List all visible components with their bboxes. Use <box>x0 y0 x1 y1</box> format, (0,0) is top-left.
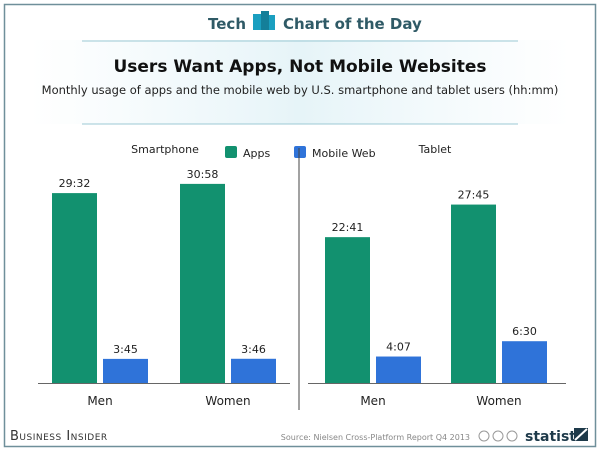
footer-publisher: Business Insider <box>10 429 108 444</box>
data-label: 6:30 <box>512 325 537 338</box>
header-tech: Tech <box>208 15 246 33</box>
data-label: 3:46 <box>241 343 266 356</box>
chart-of-day-icon <box>253 11 275 30</box>
bar-apps <box>451 204 496 383</box>
bar-mobile-web <box>502 341 547 383</box>
footer-brand: statista <box>525 429 585 445</box>
panel-title: Smartphone <box>131 143 199 156</box>
legend-swatch-apps <box>225 146 237 158</box>
category-label: Men <box>87 394 112 408</box>
data-label: 22:41 <box>332 221 364 234</box>
bar-apps <box>325 237 370 383</box>
bar-mobile-web <box>103 358 148 383</box>
legend-label-web: Mobile Web <box>312 147 376 160</box>
data-label: 29:32 <box>59 177 91 190</box>
data-label: 27:45 <box>458 189 490 202</box>
bar-mobile-web <box>376 356 421 383</box>
category-label: Men <box>360 394 385 408</box>
chart-subtitle: Monthly usage of apps and the mobile web… <box>42 83 559 97</box>
data-label: 30:58 <box>187 168 219 181</box>
creative-commons-icon <box>478 430 518 442</box>
bar-apps <box>52 193 97 383</box>
legend: Apps Mobile Web <box>225 146 376 160</box>
bar-apps <box>180 183 225 383</box>
category-label: Women <box>476 394 521 408</box>
header-chart-of-day: Chart of the Day <box>283 15 422 33</box>
category-label: Women <box>205 394 250 408</box>
bar-mobile-web <box>231 358 276 383</box>
panel-title: Tablet <box>418 143 452 156</box>
statista-logo-icon <box>574 428 588 441</box>
legend-swatch-web <box>294 146 306 158</box>
data-label: 3:45 <box>113 343 138 356</box>
legend-label-apps: Apps <box>243 147 270 160</box>
data-label: 4:07 <box>386 341 411 354</box>
chart-title: Users Want Apps, Not Mobile Websites <box>113 57 486 77</box>
footer-source: Source: Nielsen Cross-Platform Report Q4… <box>281 433 470 442</box>
